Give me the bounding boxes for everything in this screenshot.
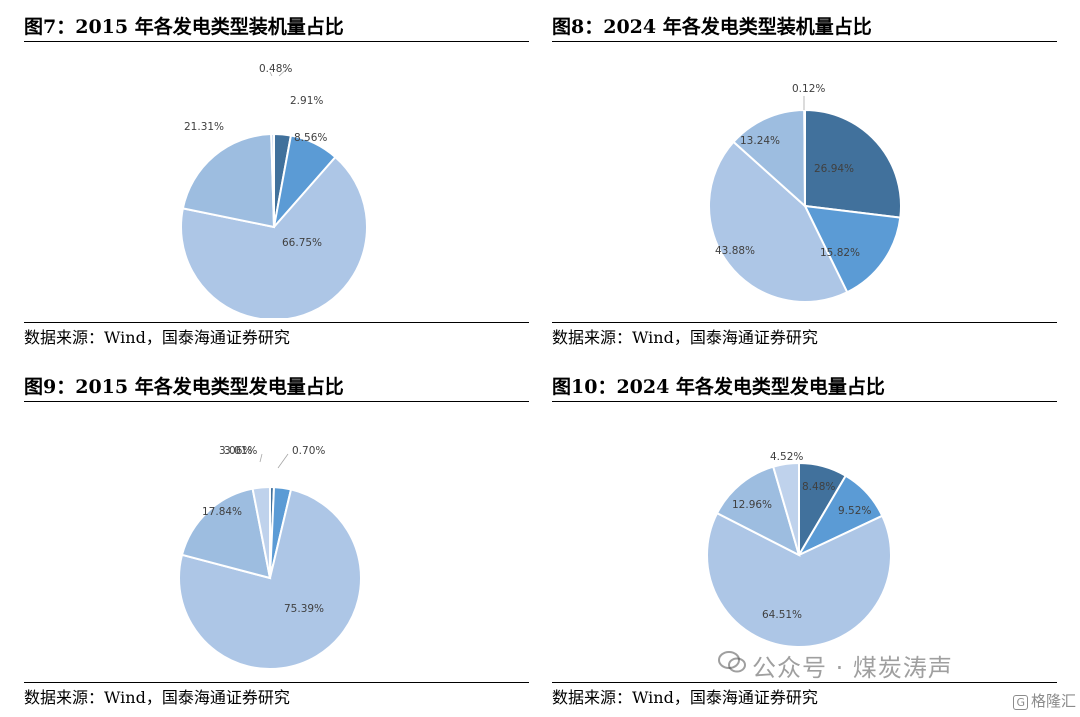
data-label-nuclear: 0.12% xyxy=(792,83,825,95)
data-label-hydro: 17.84% xyxy=(202,506,242,518)
data-label-nuclear: 3.06% xyxy=(219,445,252,457)
data-label-nuclear: 4.52% xyxy=(770,451,803,463)
title-divider xyxy=(24,401,529,402)
data-label-thermal: 66.75% xyxy=(282,237,322,249)
brand-text: 格隆汇 xyxy=(1030,692,1076,710)
brand-box: G xyxy=(1013,695,1028,710)
chart-title: 图9：2015 年各发电类型发电量占比 xyxy=(24,376,344,398)
pie-slice-thermal xyxy=(177,488,362,670)
pie-slice-nuclear xyxy=(803,108,806,207)
data-label-hydro: 12.96% xyxy=(732,499,772,511)
data-label-wind: 3.01% xyxy=(224,445,257,457)
source-divider xyxy=(552,322,1057,323)
pie-chart-2015-capacity: 2.91%8.56%66.75%21.31%0.48%光伏风电火电水电核电 xyxy=(180,63,369,318)
wechat-icon xyxy=(718,651,746,673)
watermark-text: 公众号 · 煤炭涛声 xyxy=(752,654,953,682)
leader-line xyxy=(277,453,289,469)
data-label-solar: 8.48% xyxy=(802,481,835,493)
brand-logo: G 格隆汇 xyxy=(1013,690,1076,711)
chart-title: 图10：2024 年各发电类型发电量占比 xyxy=(552,376,885,398)
pie-slice-hydro xyxy=(732,108,807,209)
leader-line xyxy=(269,71,273,77)
pie-chart-2024-capacity: 26.94%15.82%43.88%13.24%0.12%光伏风电火电水电核电 xyxy=(708,83,902,303)
pie-slice-thermal xyxy=(180,155,369,318)
pie-slice-nuclear xyxy=(771,461,800,556)
pie-slice-solar xyxy=(804,108,902,219)
source-divider xyxy=(552,682,1057,683)
pie-slice-nuclear xyxy=(270,132,275,228)
pie-slice-thermal xyxy=(706,511,892,648)
data-label-wind: 15.82% xyxy=(820,247,860,259)
title-divider xyxy=(24,41,529,42)
chart-title: 图8：2024 年各发电类型装机量占比 xyxy=(552,16,872,38)
pie-slice-thermal xyxy=(708,140,849,303)
source-divider xyxy=(24,682,529,683)
data-label-nuclear: 0.48% xyxy=(259,63,292,75)
data-label-thermal: 75.39% xyxy=(284,603,324,615)
source-note: 数据来源：Wind，国泰海通证券研究 xyxy=(552,688,818,707)
chart-panel-1: 图7：2015 年各发电类型装机量占比 2.91% 8.56% 66.75% 21.3… xyxy=(24,8,529,353)
watermark: 公众号 · 煤炭涛声 xyxy=(718,648,953,683)
data-label-solar: 26.94% xyxy=(814,163,854,175)
chart-panel-2: 图8：2024 年各发电类型装机量占比 26.94% 15.82% 43.88% 13… xyxy=(552,8,1057,353)
pie-chart-2015-generation: 0.70%3.01%75.39%17.84%3.06%光伏风电火电水电核电 xyxy=(177,445,362,670)
source-note: 数据来源：Wind，国泰海通证券研究 xyxy=(24,688,290,707)
source-note: 数据来源：Wind，国泰海通证券研究 xyxy=(24,328,290,347)
source-note: 数据来源：Wind，国泰海通证券研究 xyxy=(552,328,818,347)
data-label-thermal: 64.51% xyxy=(762,609,802,621)
pie-slice-hydro xyxy=(180,487,272,580)
chart-title: 图7：2015 年各发电类型装机量占比 xyxy=(24,16,344,38)
pie-slice-hydro xyxy=(181,133,276,229)
data-label-solar: 0.70% xyxy=(292,445,325,457)
data-label-thermal: 43.88% xyxy=(715,245,755,257)
data-label-solar: 2.91% xyxy=(290,95,323,107)
title-divider xyxy=(552,401,1057,402)
data-label-wind: 9.52% xyxy=(838,505,871,517)
pie-slice-hydro xyxy=(715,465,801,557)
pie-chart-2024-generation: 8.48%9.52%64.51%12.96%4.52%光伏风电火电水电核电 xyxy=(706,451,892,648)
pie-slice-nuclear xyxy=(251,485,271,579)
data-label-wind: 8.56% xyxy=(294,132,327,144)
data-label-hydro: 21.31% xyxy=(184,121,224,133)
leader-line xyxy=(278,67,289,77)
source-divider xyxy=(24,322,529,323)
chart-panel-3: 图9：2015 年各发电类型发电量占比 0.70% 3.01% 75.39% 17.8… xyxy=(24,368,529,713)
title-divider xyxy=(552,41,1057,42)
chart-panel-4: 图10：2024 年各发电类型发电量占比 8.48% 9.52% 64.51% 12.… xyxy=(552,368,1057,713)
pie-slice-wind xyxy=(803,204,902,294)
leader-line xyxy=(259,453,263,463)
data-label-hydro: 13.24% xyxy=(740,135,780,147)
